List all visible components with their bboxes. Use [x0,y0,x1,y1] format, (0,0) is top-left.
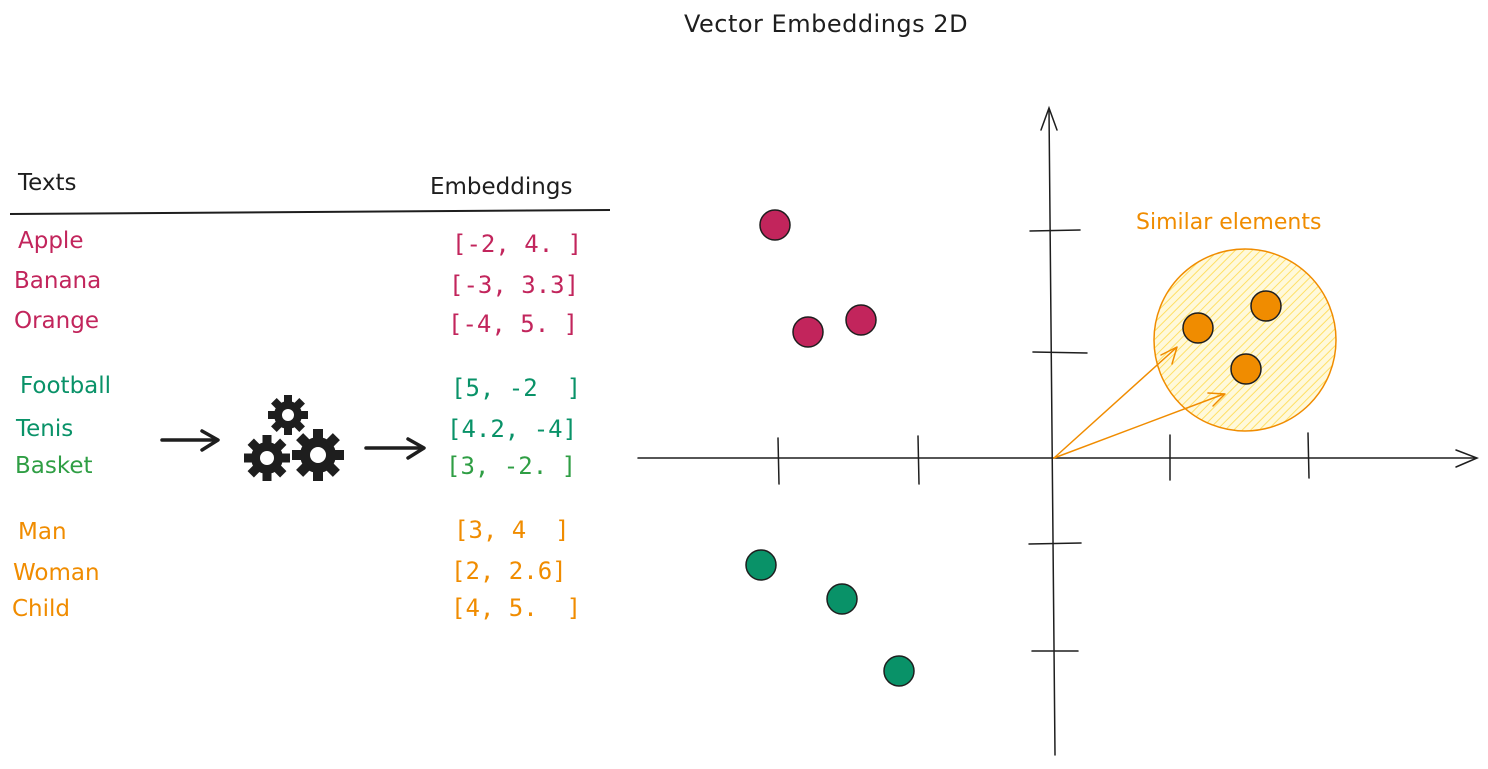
text-woman: Woman [13,560,100,586]
point-fruit [759,209,791,241]
text-man: Man [18,519,67,545]
y-tick [1032,351,1088,354]
embedding-banana: [-3, 3.3] [449,271,580,299]
text-orange: Orange [14,308,99,334]
embedding-child: [4, 5. ] [451,594,582,622]
point-fruit [845,304,877,336]
y-tick [1028,542,1082,545]
x-tick [1307,432,1310,479]
points-sports [745,549,915,687]
text-basket: Basket [15,453,93,479]
embedding-woman: [2, 2.6] [451,557,567,585]
y-axis-arrowhead [1040,105,1058,131]
x-tick [917,435,920,485]
point-sport [745,549,777,581]
point-person [1182,312,1214,344]
similar-elements-label: Similar elements [1136,210,1322,235]
point-person [1250,290,1282,322]
x-axis-arrowhead [1455,449,1479,468]
embedding-tenis: [4.2, -4] [447,415,578,443]
y-tick [1029,229,1081,232]
point-sport [883,655,915,687]
header-underline [9,209,611,215]
point-person [1230,353,1262,385]
embedding-apple: [-2, 4. ] [452,230,583,258]
text-tenis: Tenis [16,416,74,442]
text-child: Child [12,596,71,622]
text-apple: Apple [18,228,84,254]
plot-axes [637,105,1479,756]
arrow-right-icon [160,429,220,452]
arrow-right-icon-2 [364,437,426,460]
embedding-football: [5, -2 ] [451,374,582,402]
points-fruits [759,209,877,348]
text-football: Football [20,373,112,399]
point-fruit [792,316,824,348]
x-tick [777,437,780,485]
similarity-arrows [1053,346,1226,459]
page-title: Vector Embeddings 2D [683,10,969,38]
y-axis [1048,109,1056,756]
embedding-basket: [3, -2. ] [446,452,577,480]
gears-icon [244,395,344,481]
embeddings-header: Embeddings [430,174,573,200]
texts-header: Texts [18,170,77,196]
similar-cluster-region [1153,248,1337,432]
embedding-orange: [-4, 5. ] [448,310,579,338]
points-people [1182,290,1282,385]
text-banana: Banana [14,268,102,294]
point-sport [826,583,858,615]
embedding-man: [3, 4 ] [454,516,570,544]
